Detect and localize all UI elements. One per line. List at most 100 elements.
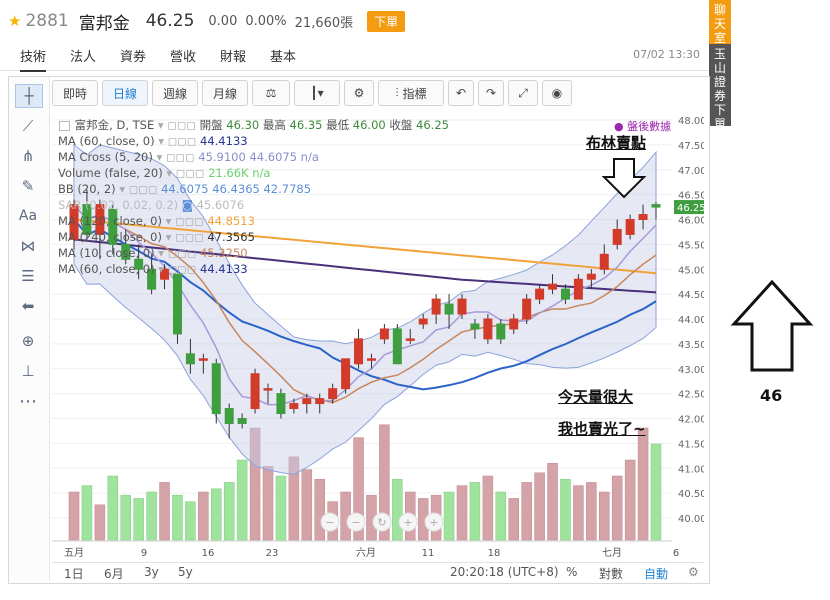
interval-realtime[interactable]: 即時 <box>52 80 98 106</box>
close-label: 收盤 <box>389 118 413 132</box>
candle <box>82 204 92 235</box>
order-button[interactable]: 下單 <box>367 10 406 32</box>
fullscreen-icon[interactable]: ⤢ <box>508 80 538 106</box>
tab-institutional[interactable]: 法人 <box>70 50 97 65</box>
legend-row: MA (60, close, 0) ▾ ◻◻◻ 44.4133 <box>58 134 248 148</box>
tab-financials[interactable]: 財報 <box>220 50 247 65</box>
annotation-big-volume: 今天量很大 <box>558 388 634 406</box>
fibonacci-icon[interactable]: ☰ <box>21 267 35 285</box>
price-chart[interactable]: 48.00 47.50 47.00 46.50 46.00 45.50 45.00 44.50… <box>52 110 704 560</box>
camera-icon[interactable]: ◉ <box>542 80 572 106</box>
x-tick-label: 七月 <box>602 547 622 559</box>
zoom-icon[interactable]: ⊕ <box>21 332 35 350</box>
interval-weekly[interactable]: 週線 <box>152 80 198 106</box>
candle <box>509 318 519 330</box>
tab-revenue[interactable]: 營收 <box>170 50 197 65</box>
compare-icon[interactable]: ⚖ <box>252 80 290 106</box>
log-toggle[interactable]: 對數 <box>599 567 624 581</box>
measure-icon[interactable]: ⊥ <box>21 362 35 380</box>
pattern-icon[interactable]: ⋈ <box>20 237 36 255</box>
candle <box>560 288 570 300</box>
candle <box>134 258 144 270</box>
annotation-value: 46 <box>760 386 783 405</box>
candle <box>108 209 118 245</box>
range-1d[interactable]: 1日 <box>64 567 84 581</box>
x-tick-label: 11 <box>422 548 435 559</box>
undo-icon[interactable]: ↶ <box>448 80 474 106</box>
legend-row: BB (20, 2) ▾ ◻◻◻ 44.6075 46.4365 42.7785 <box>58 182 312 196</box>
volume-bar <box>392 478 403 541</box>
redo-icon[interactable]: ↷ <box>478 80 504 106</box>
trendline-icon[interactable]: ⟋ <box>22 117 34 135</box>
y-tick-label: 42.00 <box>678 415 704 426</box>
last-price-label: 46.25 <box>677 203 704 214</box>
tab-basic[interactable]: 基本 <box>270 50 297 65</box>
stock-price: 46.25 <box>145 11 195 31</box>
legend-ma10-value: 45.3250 <box>200 246 248 260</box>
auto-toggle[interactable]: 自動 <box>644 567 669 581</box>
text-icon[interactable]: Aa <box>18 208 38 224</box>
range-3y[interactable]: 3y <box>144 565 159 579</box>
crosshair-icon[interactable]: ┼ <box>15 84 43 108</box>
legend-ma60-value: 44.4133 <box>200 134 248 148</box>
indicators-button[interactable]: ⫶ 指標 <box>378 80 444 106</box>
x-tick-label: 23 <box>266 548 279 559</box>
y-tick-label: 45.00 <box>678 265 704 276</box>
bottom-bar: 1日 6月 3y 5y 20:20:18 (UTC+8) % 對數 自動 ⚙ <box>52 562 704 581</box>
tab-technical[interactable]: 技術 <box>20 46 47 72</box>
drawing-toolbar: ┼ ⟋ ⋔ ✎ Aa ⋈ ☰ ⬅ ⊕ ⊥ ⋯ <box>9 77 50 581</box>
esun-order-button[interactable]: 玉山證券下單 <box>709 44 731 131</box>
after-hours-text: 盤後數據 <box>627 120 672 133</box>
x-tick-label: 五月 <box>64 547 84 559</box>
interval-daily[interactable]: 日線 <box>102 80 148 106</box>
ma120-line <box>73 218 657 275</box>
zoom-control <box>372 512 392 532</box>
zoom-control <box>424 512 444 532</box>
chart-toolbar: 即時 日線 週線 月線 ⚖ ┃▾ ⚙ ⫶ 指標 ↶ ↷ ⤢ ◉ <box>52 80 576 106</box>
last-price-tag <box>674 200 704 215</box>
legend-row: MA Cross (5, 20) ▾ ◻◻◻ 45.9100 44.6075 n… <box>58 150 319 164</box>
collapse-icon[interactable] <box>59 120 70 131</box>
candle <box>470 323 480 330</box>
y-tick-label: 42.50 <box>678 390 704 401</box>
volume-bar <box>314 478 325 541</box>
volume-bar <box>275 475 287 541</box>
volume-bar <box>495 491 507 541</box>
quote-header: ★ 2881 富邦金 46.25 0.00 0.00% 21,660張 下單 <box>8 8 406 34</box>
y-tick-label: 40.50 <box>678 489 704 500</box>
arrow-left-icon[interactable]: ⬅ <box>21 297 35 315</box>
more-icon[interactable]: ⋯ <box>19 390 37 412</box>
fork-icon[interactable]: ⋔ <box>21 147 35 165</box>
percent-toggle[interactable]: % <box>566 565 578 579</box>
x-tick-label: 18 <box>488 548 501 559</box>
after-hours-label[interactable]: ● 盤後數據 <box>614 120 672 133</box>
y-tick-label: 46.50 <box>678 191 704 202</box>
candle <box>573 278 583 300</box>
volume-bar <box>262 466 274 541</box>
legend-ma120-value: 44.8513 <box>207 214 255 228</box>
tab-margin[interactable]: 資券 <box>120 50 147 65</box>
y-tick-label: 48.00 <box>678 116 704 127</box>
candle <box>522 298 532 320</box>
candle <box>328 388 338 400</box>
interval-monthly[interactable]: 月線 <box>202 80 248 106</box>
legend-row: MA (10, close, 0) ▾ ◻◻◻ 45.3250 <box>58 246 248 260</box>
volume-bar <box>146 491 157 541</box>
gear-icon[interactable]: ⚙ <box>688 565 699 579</box>
chat-room-label: 聊天室 <box>713 3 726 45</box>
gear-icon[interactable]: ⚙ <box>344 80 374 106</box>
range-5y[interactable]: 5y <box>178 565 193 579</box>
volume-bar <box>211 488 222 541</box>
volume-bar <box>547 462 558 541</box>
low-value: 46.00 <box>352 118 386 132</box>
indicators-icon: ⫶ <box>395 85 399 100</box>
candle <box>250 373 260 410</box>
chat-room-button[interactable]: 聊天室 <box>709 0 731 45</box>
legend-ma60b-label: MA (60, close, 0) <box>58 262 155 276</box>
zoom-control-glyph: − <box>351 516 360 529</box>
star-icon[interactable]: ★ <box>8 12 22 30</box>
chart-type-icon[interactable]: ┃▾ <box>294 80 340 106</box>
range-6m[interactable]: 6月 <box>104 567 124 581</box>
brush-icon[interactable]: ✎ <box>21 177 35 195</box>
candle <box>172 273 182 335</box>
